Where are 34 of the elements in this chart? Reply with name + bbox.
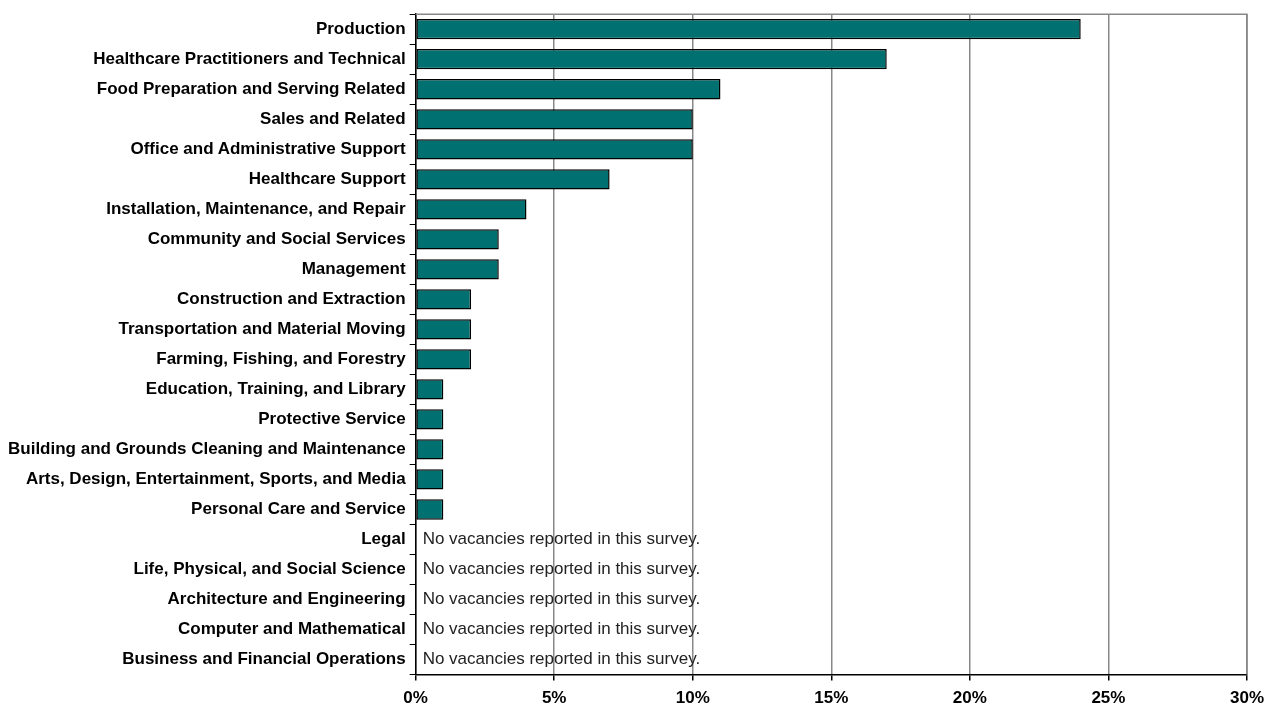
y-tick-label: Education, Training, and Library — [145, 379, 407, 399]
y-tick-label: Construction and Extraction — [177, 289, 406, 309]
x-tick-label: 30% — [1229, 688, 1264, 708]
y-tick-label: Architecture and Engineering — [167, 589, 406, 609]
annotation: No vacancies reported in this survey. — [422, 589, 701, 609]
y-tick-label: Healthcare Support — [248, 168, 406, 188]
annotation: No vacancies reported in this survey. — [422, 619, 701, 639]
y-tick-label: Sales and Related — [260, 108, 406, 128]
x-tick-label: 25% — [1091, 688, 1126, 708]
y-tick-label: Office and Administrative Support — [130, 138, 406, 158]
y-tick-label: Life, Physical, and Social Science — [133, 559, 406, 579]
y-tick-label: Food Preparation and Serving Related — [96, 78, 406, 98]
annotation: No vacancies reported in this survey. — [422, 559, 701, 579]
y-tick-label: Business and Financial Operations — [122, 649, 406, 669]
y-tick-label: Installation, Maintenance, and Repair — [106, 199, 407, 219]
y-tick-label: Arts, Design, Entertainment, Sports, and Media — [25, 469, 407, 489]
x-tick-label: 0% — [403, 688, 428, 708]
y-tick-label: Protective Service — [258, 409, 406, 429]
y-tick-label: Personal Care and Service — [191, 499, 406, 519]
x-tick-label: 20% — [952, 688, 987, 708]
x-tick-label: 5% — [541, 688, 567, 708]
annotation: No vacancies reported in this survey. — [422, 529, 701, 549]
x-tick-label: 10% — [675, 688, 710, 708]
annotation: No vacancies reported in this survey. — [422, 649, 701, 669]
y-tick-label: Management — [301, 259, 406, 279]
y-tick-label: Computer and Mathematical — [177, 619, 406, 639]
y-tick-label: Production — [315, 18, 406, 38]
y-tick-label: Legal — [361, 529, 406, 549]
x-tick-label: 15% — [814, 688, 849, 708]
y-tick-label: Building and Grounds Cleaning and Maintenance — [7, 439, 406, 459]
y-tick-label: Community and Social Services — [147, 229, 406, 249]
y-tick-label: Transportation and Material Moving — [118, 319, 406, 339]
y-tick-label: Farming, Fishing, and Forestry — [156, 349, 407, 369]
y-tick-label: Healthcare Practitioners and Technical — [93, 48, 406, 68]
